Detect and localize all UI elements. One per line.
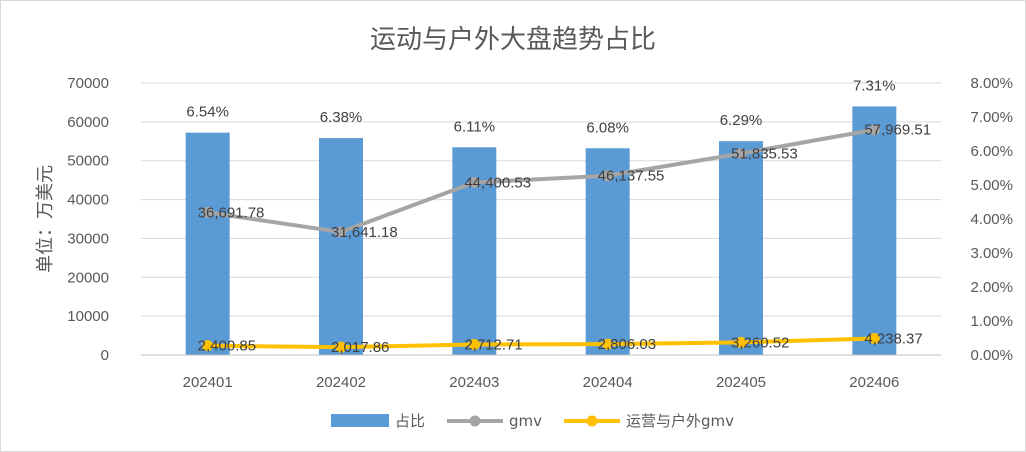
bars (185, 106, 897, 356)
line-data-label: 2,400.85 (198, 338, 256, 355)
legend: 占比 gmv 运营与户外gmv (331, 412, 734, 430)
line-data-label: 2,806.03 (598, 336, 656, 353)
series-line (207, 127, 875, 235)
series-point (868, 333, 880, 345)
x-tick-label: 202403 (449, 374, 499, 391)
x-tick-label: 202405 (716, 374, 766, 391)
line-data-label: 2,017.86 (331, 339, 389, 356)
line-data-label: 4,238.37 (864, 331, 922, 348)
y-left-tick-label: 50000 (67, 153, 109, 170)
legend-label: gmv (509, 412, 542, 430)
x-tick-label: 202402 (316, 374, 366, 391)
bar-data-label: 7.31% (853, 77, 896, 94)
axes: 0 10000 20000 30000 40000 50000 60000 70000 0.00… (67, 75, 1013, 391)
bar (185, 132, 230, 355)
series-point (602, 170, 614, 182)
y-left-tick-label: 0 (101, 347, 109, 364)
bar (852, 106, 897, 356)
line-data-label: 57,969.51 (864, 122, 931, 139)
data-labels: 6.54% 6.38% 6.11% 6.08% 6.29% 7.31% 36,691.78 3… (186, 77, 931, 356)
line-data-label: 44,400.53 (464, 174, 531, 191)
lines (202, 124, 880, 353)
y-right-tick-label: 8.00% (970, 75, 1013, 92)
bar-data-label: 6.38% (320, 109, 363, 126)
x-tick-label: 202401 (183, 374, 233, 391)
series-point (202, 206, 214, 218)
y-right-tick-label: 5.00% (970, 177, 1013, 194)
bar-data-label: 6.11% (454, 118, 495, 135)
line-data-label: 2,712.71 (464, 336, 522, 353)
series-point (735, 148, 747, 160)
legend-label: 运营与户外gmv (626, 412, 734, 430)
chart-title: 运动与户外大盘趋势占比 (370, 25, 656, 55)
series-point (735, 336, 747, 348)
y-left-tick-label: 40000 (67, 192, 109, 209)
line-data-label: 46,137.55 (598, 168, 665, 185)
y-right-tick-label: 0.00% (970, 347, 1013, 364)
y-right-tick-label: 6.00% (970, 143, 1013, 160)
line-data-label: 51,835.53 (731, 146, 798, 163)
y-right-tick-label: 4.00% (970, 211, 1013, 228)
bar (585, 148, 630, 355)
line-data-label: 36,691.78 (198, 204, 265, 221)
y-left-tick-label: 10000 (67, 308, 109, 325)
series-point (335, 341, 347, 353)
bar (719, 141, 763, 355)
y-axis-label: 单位：万美元 (35, 165, 56, 273)
bar (319, 138, 363, 355)
y-left-tick-label: 30000 (67, 230, 109, 247)
line-data-label: 31,641.18 (331, 224, 398, 241)
y-right-tick-label: 1.00% (970, 313, 1013, 330)
x-tick-label: 202406 (849, 374, 899, 391)
series-point (335, 226, 347, 238)
y-right-tick-label: 3.00% (970, 245, 1013, 262)
legend-swatch-marker (469, 415, 481, 427)
bar-data-label: 6.08% (586, 119, 629, 136)
series-point (868, 124, 880, 136)
bar-data-label: 6.54% (186, 104, 229, 121)
series-point (468, 338, 480, 350)
series-point (468, 176, 480, 188)
y-right-tick-label: 7.00% (970, 109, 1013, 126)
bar-data-label: 6.29% (720, 112, 763, 129)
y-left-tick-label: 20000 (67, 269, 109, 286)
gridlines (141, 82, 941, 317)
legend-label: 占比 (395, 412, 425, 430)
x-tick-label: 202404 (583, 374, 633, 391)
line-data-label: 3,260.52 (731, 334, 789, 351)
y-left-tick-label: 70000 (67, 75, 109, 92)
series-point (202, 340, 214, 352)
series-point (602, 338, 614, 350)
series-line (207, 336, 875, 350)
legend-swatch-marker (586, 415, 598, 427)
y-right-tick-label: 2.00% (970, 279, 1013, 296)
legend-swatch-bar (331, 414, 389, 427)
y-left-tick-label: 60000 (67, 114, 109, 131)
